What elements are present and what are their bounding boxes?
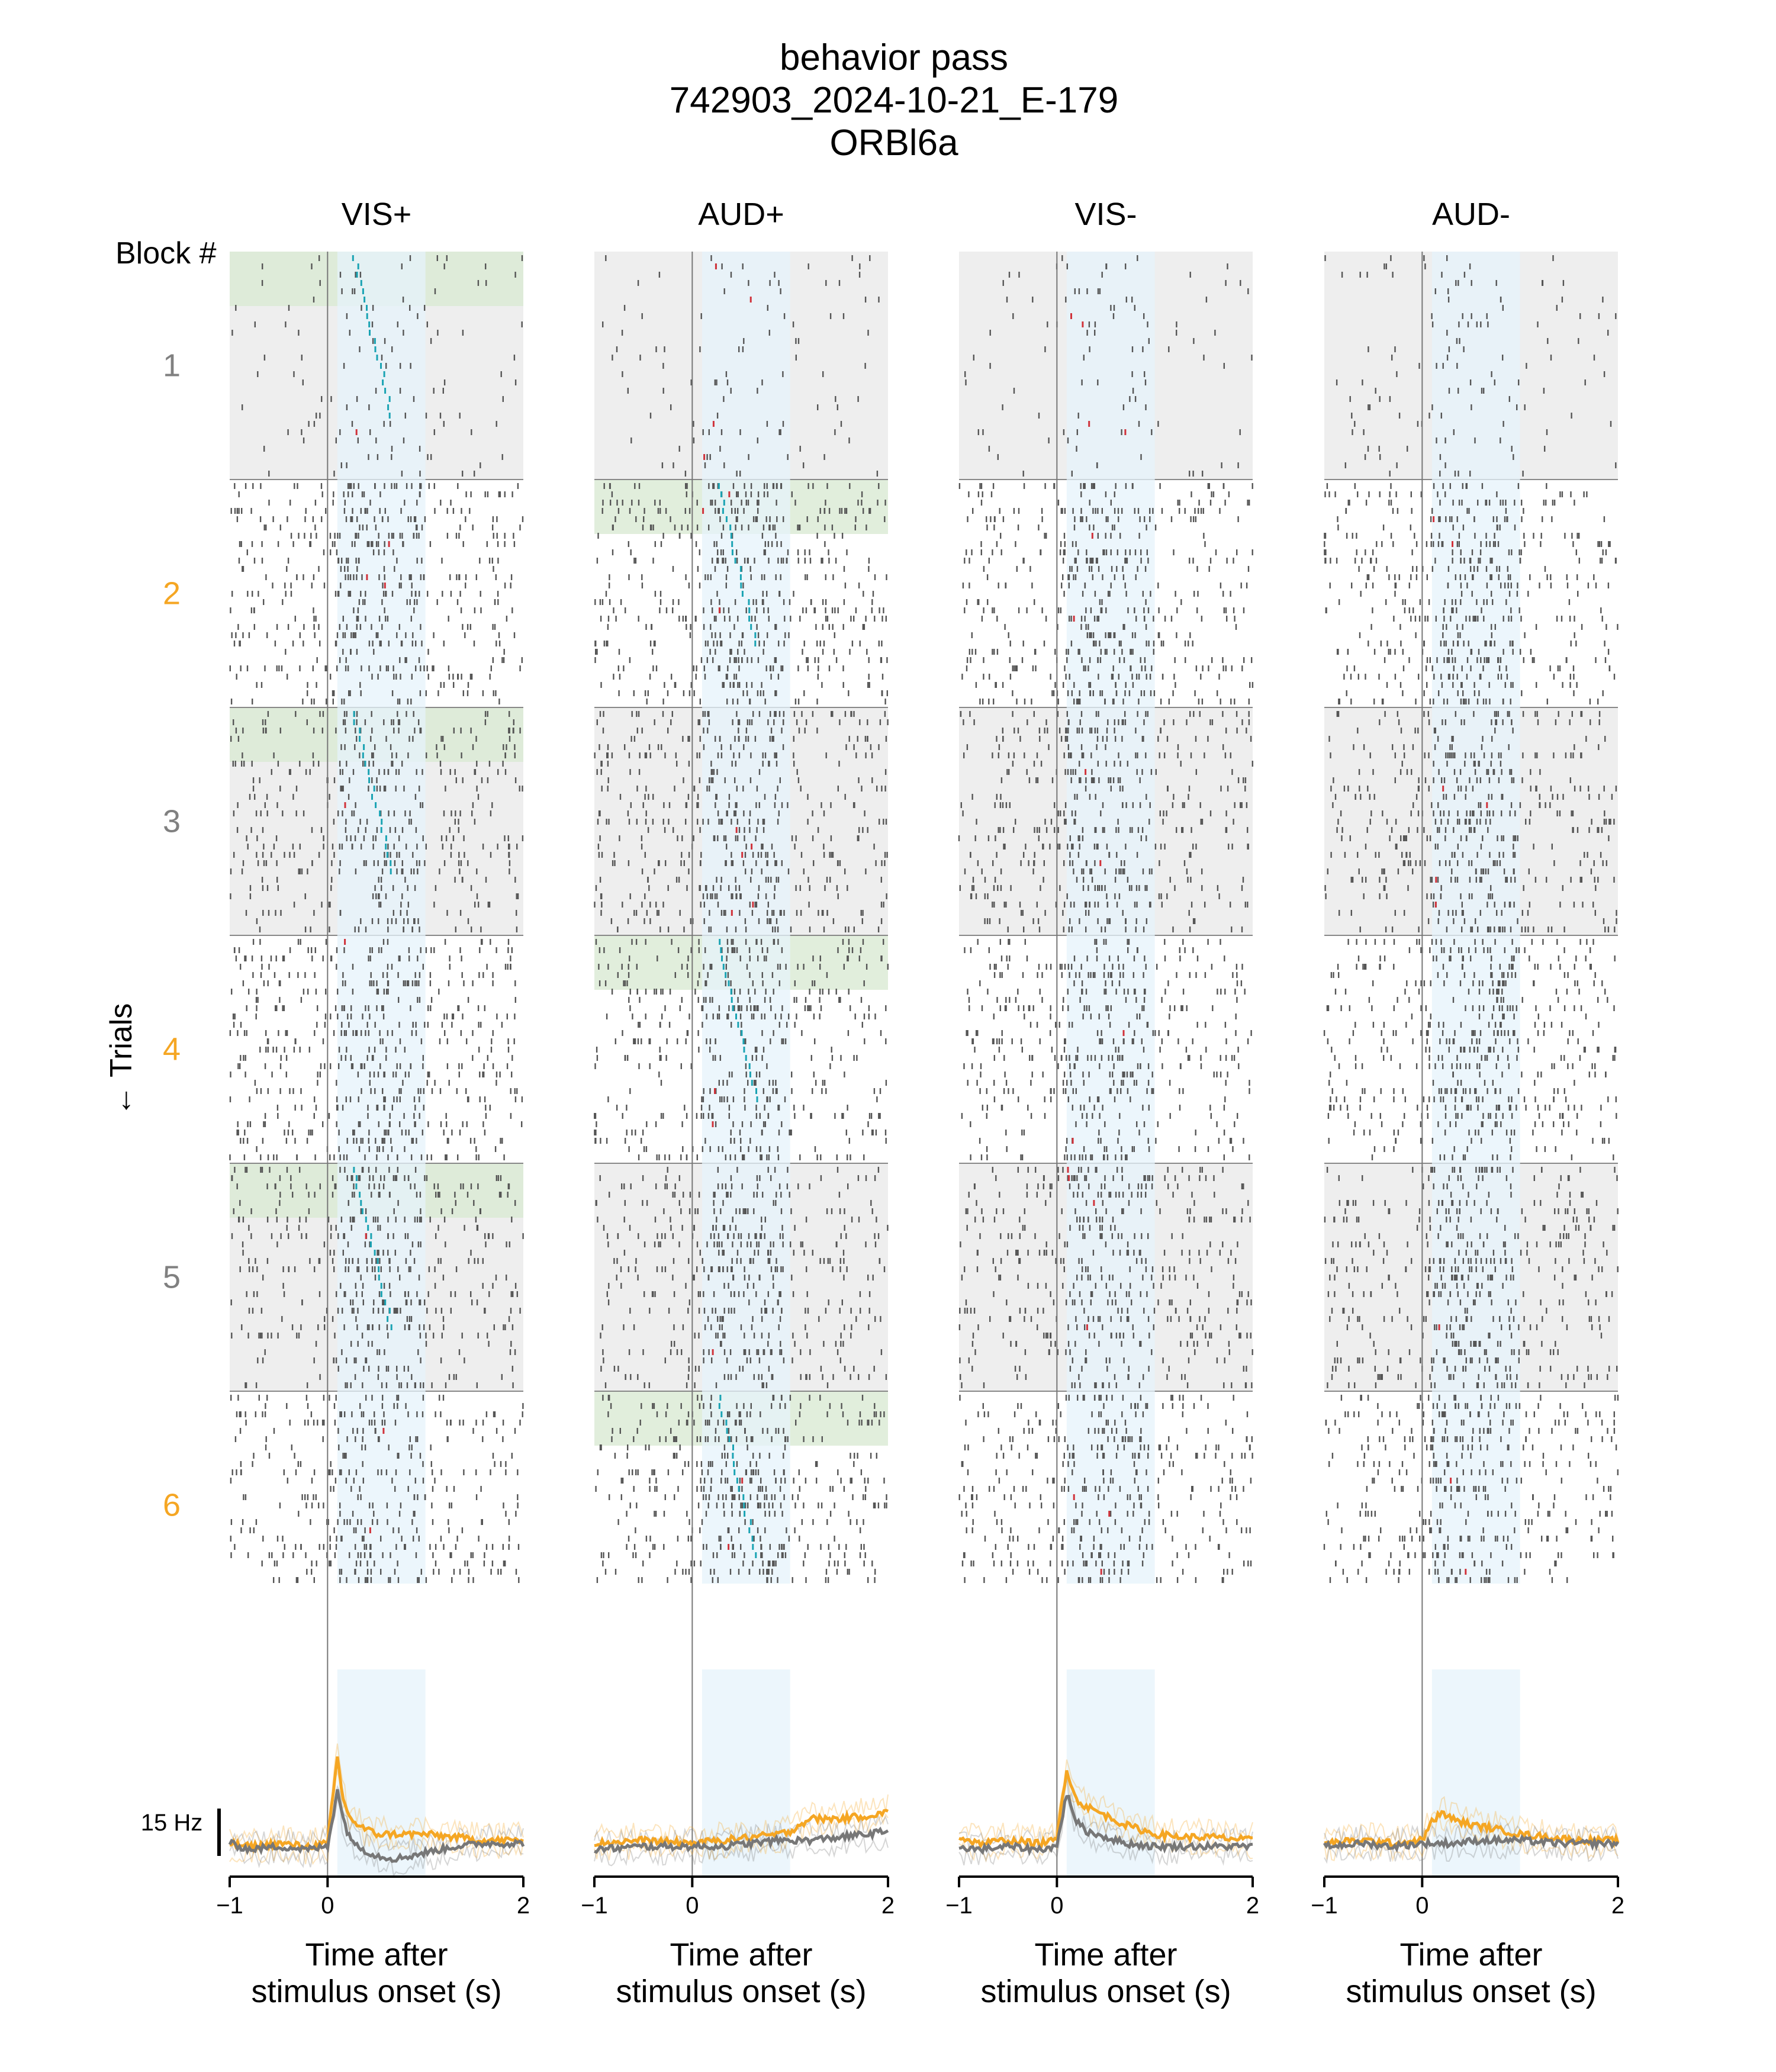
title-line-3: ORBl6a [829,123,958,163]
psth-line-gray [228,1789,525,1863]
panel-title: VIS+ [342,197,412,232]
block-label-2: 2 [163,576,181,612]
block-label-5: 5 [163,1260,181,1295]
x-tick-label: −1 [216,1893,243,1919]
spike-raster [594,255,889,1583]
x-axis-label: stimulus onset (s) [251,1974,501,2009]
x-tick-label: 2 [517,1893,530,1919]
panel-title: AUD+ [698,197,784,232]
psth-trace-faint [229,1743,524,1846]
block-label-6: 6 [163,1488,181,1523]
block-label-4: 4 [163,1032,181,1067]
title-line-1: behavior pass [780,37,1008,78]
x-axis-label: Time after [305,1937,448,1973]
block-label-3: 3 [163,804,181,839]
title-line-2: 742903_2024-10-21_E-179 [670,80,1118,121]
figure-title: behavior pass 742903_2024-10-21_E-179 OR… [670,37,1118,163]
stimulus-window-raster [337,252,426,1584]
block-number-header: Block # [115,236,217,271]
stimulus-window-raster [702,252,790,1584]
trials-axis-label: ← Trials [104,1003,139,1117]
block-label-1: 1 [163,348,181,384]
block-labels: 1 2 3 4 5 6 [163,348,181,1523]
x-tick-label: 0 [321,1893,334,1919]
spike-raster [229,255,524,1583]
